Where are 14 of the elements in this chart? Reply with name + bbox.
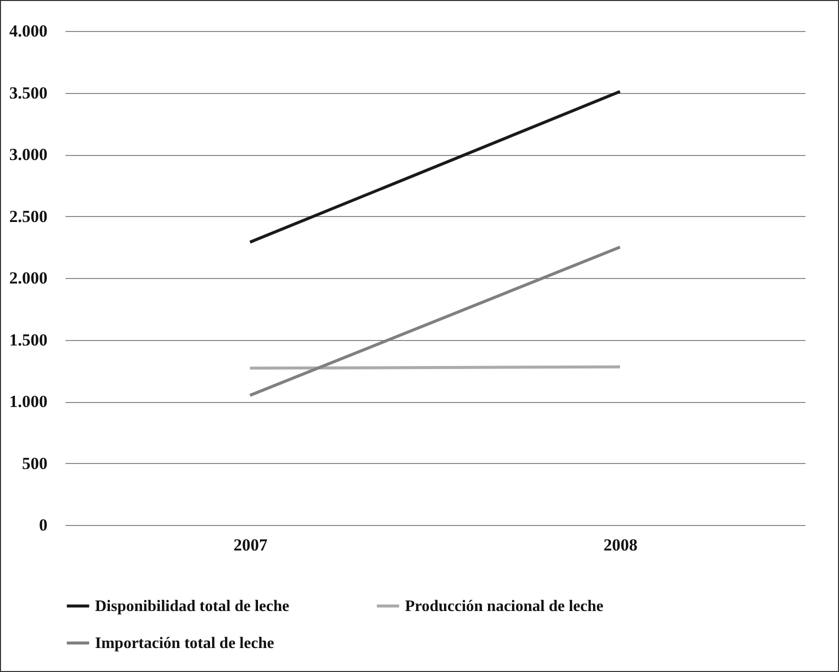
y-tick-label: 4.000 [9,22,48,40]
legend-label: Importación total de leche [95,635,274,652]
y-tick-label: 3.500 [9,83,48,102]
y-tick-label: 1.000 [9,392,48,411]
y-tick-label: 3.000 [9,145,48,164]
y-tick-label: 2.500 [9,206,48,226]
y-tick-label: 500 [22,454,48,473]
y-tick-label: 2.000 [9,268,48,288]
x-tick-label: 2008 [604,536,638,554]
y-tick-label: 0 [39,516,48,534]
legend-label: Disponibilidad total de leche [95,598,290,615]
y-tick-label: 1.500 [9,330,48,350]
x-tick-label: 2007 [234,536,268,554]
legend-label: Producción nacional de leche [405,598,604,615]
